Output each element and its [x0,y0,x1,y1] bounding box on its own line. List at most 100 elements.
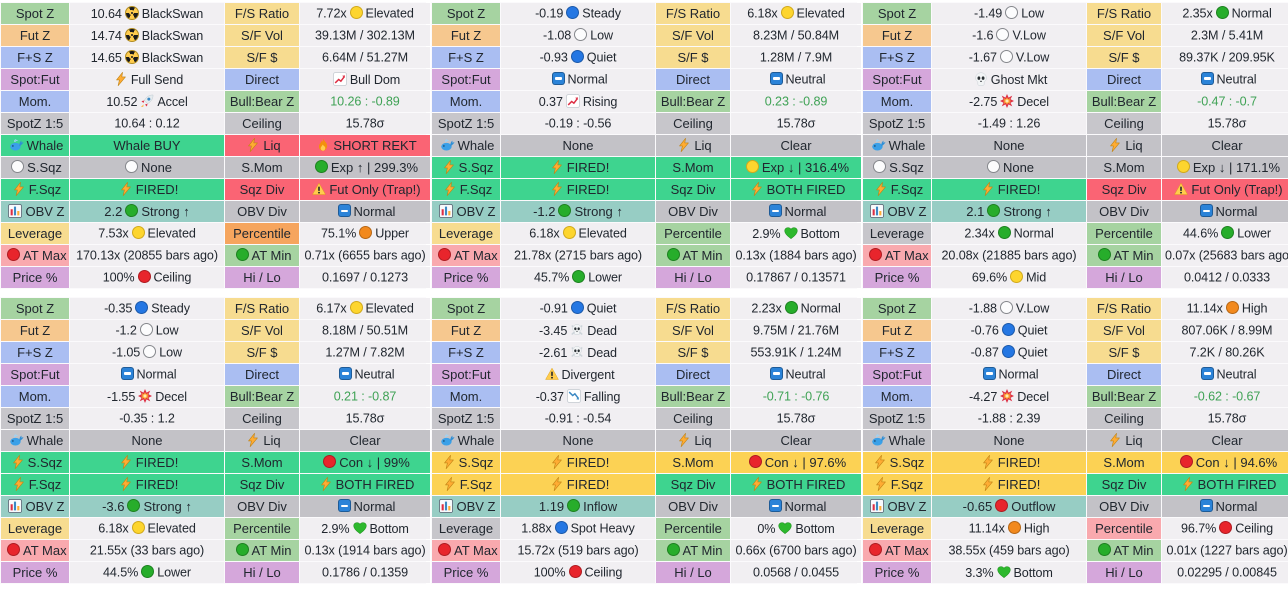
blue-circle-icon [570,301,584,315]
f-s-z-label: F+S Z [863,47,931,68]
s-sqz-label-text: S.Sqz [458,160,494,176]
liq-value: Clear [731,430,861,451]
hi-lo-label-text: Hi / Lo [243,565,281,581]
obv-div-status-text: Normal [784,499,827,515]
direct-value: Neutral [1162,364,1288,385]
obv-z-status-text: Strong ↑ [143,499,192,515]
mom-number: -2.75 [969,95,998,110]
metric-row: S.Sqz None S.Mom Exp ↓ | 171.1% [863,157,1288,178]
at-min-status-text: 0.07x (25683 bars ago) [1165,248,1288,263]
leverage-status-text: High [1023,521,1050,536]
at-min-label: AT Min [225,540,299,561]
lightning-icon [874,182,888,196]
s-f-vol-status-text: 2.3M / 5.41M [1190,28,1264,43]
green-heart-icon [783,226,798,240]
price-label: Price % [1,267,69,288]
mom-value: 0.37 Rising [501,91,655,112]
metric-row: OBV Z -1.2 Strong ↑ OBV Div Normal [432,201,861,222]
yellow-circle-icon [131,226,145,240]
yellow-circle-icon [349,301,363,315]
mom-status-text: Accel [157,95,188,110]
lightning-icon [873,455,887,469]
green-circle-icon [558,204,572,218]
obv-div-label: OBV Div [225,201,299,222]
chart-up-icon [565,93,580,108]
obv-z-label-text: OBV Z [456,499,496,515]
neutral-minus-icon [769,72,783,86]
mom-label-text: Mom. [449,94,483,110]
spot-fut-status-text: Full Send [130,73,184,88]
at-min-status-text: 0.13x (1884 bars ago) [735,248,857,263]
whale-value: None [932,135,1086,156]
spotz-1-5-status-text: -0.35 : 1.2 [119,411,175,426]
blue-circle-icon [1001,323,1015,337]
metric-row: Price % 69.6% Mid Hi / Lo 0.0412 / 0.0333 [863,267,1288,288]
bull-bear-z-label: Bull:Bear Z [656,91,730,112]
metric-row: Spot:Fut Normal Direct Neutral [432,69,861,90]
hi-lo-label: Hi / Lo [1087,562,1161,583]
white-circle-icon [873,160,887,174]
neutral-minus-icon [337,499,351,513]
leverage-label: Leverage [432,223,500,244]
bull-bear-z-label-text: Bull:Bear Z [1091,94,1157,110]
neutral-minus-icon [1200,367,1214,381]
hi-lo-status-text: 0.0412 / 0.0333 [1183,270,1271,285]
lightning-icon [246,433,260,447]
sqz-div-label-text: Sqz Div [239,182,285,198]
fut-z-label: Fut Z [863,25,931,46]
s-f-vol-label-text: S/F Vol [241,28,283,44]
fut-z-value: 14.74 BlackSwan [70,25,224,46]
at-max-label-text: AT Max [23,248,67,264]
leverage-number: 11.14x [968,521,1005,536]
spot-fut-label: Spot:Fut [1,69,69,90]
collision-icon [1000,93,1015,108]
spotz-1-5-value: -0.35 : 1.2 [70,408,224,429]
metric-row: S.Sqz None S.Mom Exp ↑ | 299.3% [1,157,430,178]
metric-row: Spot Z 10.64 BlackSwan F/S Ratio 7.72x Elevat… [1,3,430,24]
whale-label-text: Whale [457,138,495,154]
f-s-z-value: -1.67 V.Low [932,47,1086,68]
hi-lo-status-text: 0.1786 / 0.1359 [321,565,409,580]
bull-bear-z-label-text: Bull:Bear Z [660,94,726,110]
s-sqz-label: S.Sqz [863,452,931,473]
obv-z-status-text: Outflow [1011,499,1056,515]
liq-label: Liq [1087,135,1161,156]
neutral-minus-icon [1200,72,1214,86]
leverage-number: 6.18x [98,521,129,536]
panel-bottom-middle: Spot Z -0.91 Quiet F/S Ratio 2.23x Normal Fut … [431,297,861,584]
bar-chart-icon [439,203,454,218]
spot-fut-value: Full Send [70,69,224,90]
ceiling-value: 15.78σ [731,113,861,134]
liq-label-text: Liq [1125,433,1143,449]
spot-z-label-text: Spot Z [877,301,917,317]
s-sqz-status-text: None [1002,160,1035,176]
lightning-icon [12,182,26,196]
metric-row: Spot Z -1.49 Low F/S Ratio 2.35x Normal [863,3,1288,24]
lightning-icon [1108,433,1122,447]
lightning-icon [119,477,133,491]
f-s-ratio-label: F/S Ratio [225,3,299,24]
obv-div-status-text: Normal [1215,499,1258,515]
fire-icon [316,138,330,152]
metric-row: S.Sqz FIRED! S.Mom Exp ↓ | 316.4% [432,157,861,178]
spot-z-number: -0.91 [539,301,568,316]
whale-label: Whale [863,430,931,451]
spot-z-value: -1.49 Low [932,3,1086,24]
percentile-status-text: Bottom [369,522,409,537]
warning-icon [1174,182,1189,196]
s-sqz-value: FIRED! [70,452,224,473]
white-circle-icon [1005,6,1019,20]
at-max-label-text: AT Max [454,543,498,559]
liq-value: Clear [300,430,430,451]
panel-top-middle: Spot Z -0.19 Steady F/S Ratio 6.18x Elevated F… [431,2,861,289]
f-s-z-status-text: Quiet [1017,345,1048,360]
obv-z-label: OBV Z [1,201,69,222]
fut-z-status-text: Dead [587,324,617,339]
s-sqz-label-text: S.Sqz [27,455,63,471]
s-f-status-text: 89.37K / 209.95K [1179,50,1275,65]
green-heart-icon [778,521,792,535]
white-circle-icon [139,323,153,337]
metric-row: OBV Z 2.1 Strong ↑ OBV Div Normal [863,201,1288,222]
whale-icon [9,433,24,447]
hi-lo-label-text: Hi / Lo [674,270,712,286]
